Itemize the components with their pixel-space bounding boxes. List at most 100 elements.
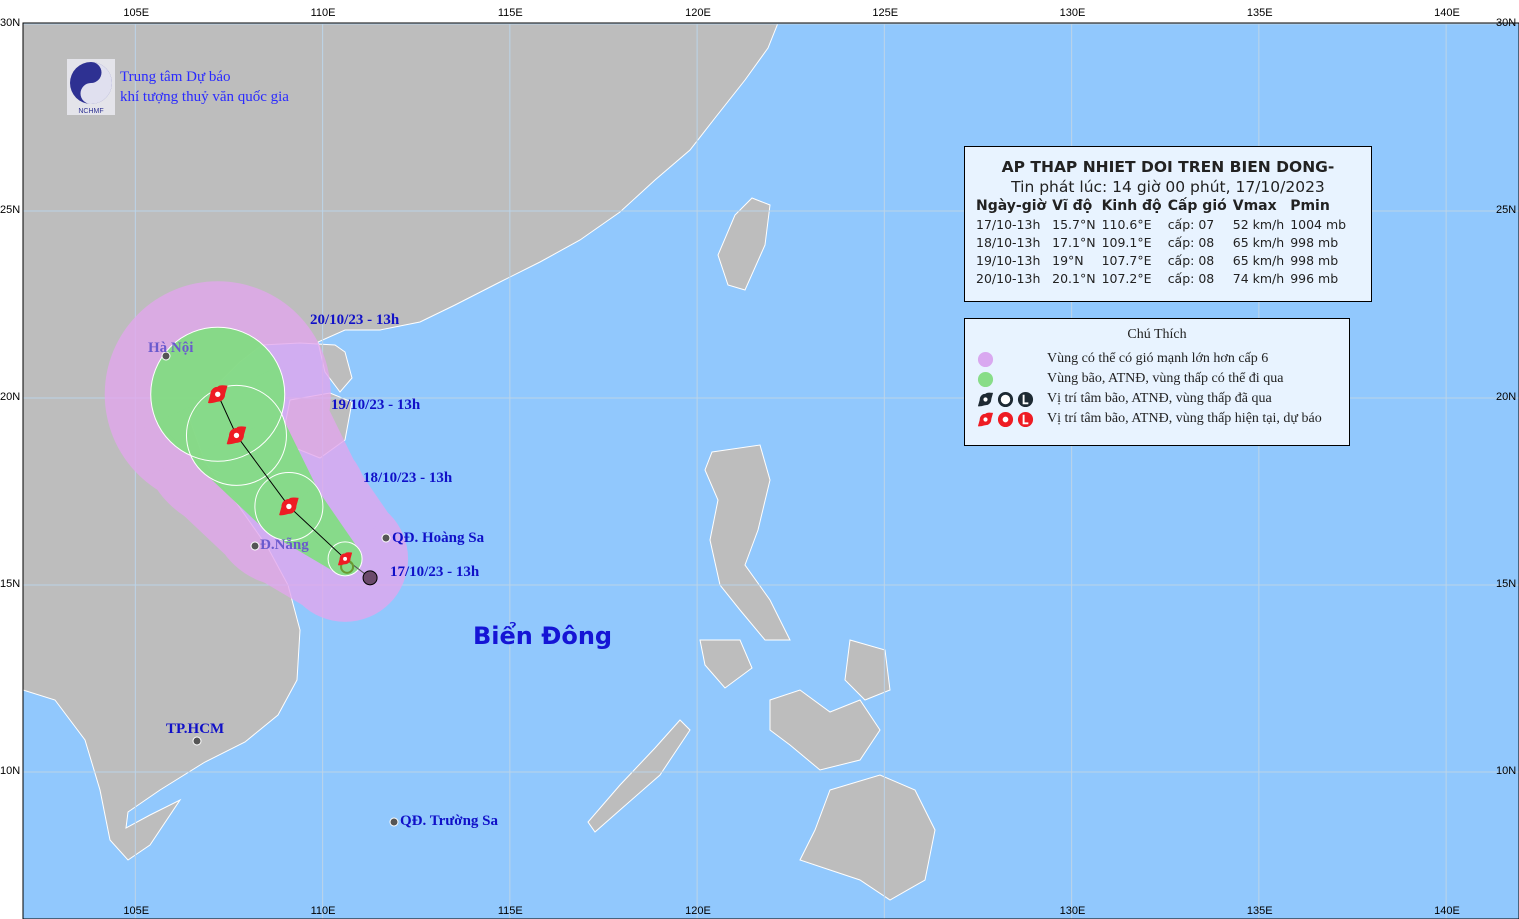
- legend-item-storm-zone: Vùng bão, ATNĐ, vùng thấp có thể đi qua: [977, 369, 1283, 389]
- left-tick-label: 20N: [0, 391, 21, 403]
- place-dot: [250, 541, 260, 551]
- table-row: 17/10-13h 15.7°N 110.6°E cấp: 07 52 km/h 1004…: [976, 216, 1352, 234]
- table-cell: cấp: 08: [1167, 235, 1215, 250]
- storm-info-panel: AP THAP NHIET DOI TREN BIEN DONG- Tin ph…: [964, 146, 1372, 302]
- bottom-tick-label: 140E: [1434, 905, 1460, 917]
- top-tick-label: 135E: [1246, 7, 1273, 19]
- mindanao-island: [799, 774, 936, 901]
- table-cell: 1004 mb: [1290, 217, 1347, 232]
- left-tick-label: 25N: [0, 204, 21, 216]
- table-row: 18/10-13h 17.1°N 109.1°E cấp: 08 65 km/h 998 …: [976, 234, 1352, 252]
- legend-text: Vùng bão, ATNĐ, vùng thấp có thể đi qua: [1047, 371, 1284, 386]
- table-row: 20/10-13h 20.1°N 107.2°E cấp: 08 74 km/h 996 …: [976, 270, 1352, 288]
- luzon-island: [704, 444, 791, 641]
- place-hanoi: Hà Nội: [148, 340, 194, 356]
- track-label-18: 18/10/23 - 13h: [363, 470, 453, 486]
- place-hcm: TP.HCM: [166, 721, 225, 737]
- legend-item-current: Vị trí tâm bão, ATNĐ, vùng thấp hiện tại…: [977, 409, 1322, 429]
- top-tick-label: 105E: [123, 7, 150, 19]
- bottom-tick-label: 115E: [497, 905, 523, 917]
- left-tick-label: 30N: [0, 17, 21, 29]
- table-cell: cấp: 08: [1167, 271, 1215, 286]
- right-tick-label: 25N: [1496, 204, 1517, 216]
- legend-item-danger-zone: Vùng có thể có gió mạnh lớn hơn cấp 6: [977, 349, 1268, 369]
- table-cell: 74 km/h: [1232, 271, 1285, 286]
- legend-panel: Chú Thích Vùng có thể có gió mạnh lớn hơ…: [964, 318, 1350, 446]
- table-cell: 19°N: [1052, 253, 1084, 268]
- place-dot: [381, 533, 391, 543]
- track-line: [217, 394, 346, 560]
- place-dot: [389, 817, 399, 827]
- forecast-storm-icon: [977, 411, 994, 428]
- right-tick-label: 30N: [1496, 17, 1517, 29]
- table-cell: 20/10-13h: [976, 271, 1041, 286]
- org-line-2: khí tượng thuỷ văn quốc gia: [120, 89, 289, 105]
- table-cell: 998 mb: [1290, 235, 1339, 250]
- bottom-tick-label: 135E: [1246, 905, 1273, 917]
- storm-path-zone-segment: [156, 366, 282, 457]
- table-cell: 15.7°N: [1052, 217, 1096, 232]
- org-line-1: Trung tâm Dự báo: [120, 69, 231, 85]
- top-tick-label: 120E: [685, 7, 711, 19]
- table-header: Ngày-giờ: [976, 198, 1047, 214]
- table-cell: 17/10-13h: [976, 217, 1041, 232]
- taiwan-island: [717, 197, 771, 291]
- place-dot: [161, 351, 171, 361]
- radius-circle: [327, 541, 363, 577]
- table-cell: 19/10-13h: [976, 253, 1041, 268]
- forecast-low-icon: [1017, 411, 1034, 427]
- top-tick-label: 115E: [497, 7, 523, 19]
- place-dot: [192, 736, 202, 746]
- table-cell: 998 mb: [1290, 253, 1339, 268]
- right-tick-label: 10N: [1496, 765, 1517, 777]
- table-cell: cấp: 08: [1167, 253, 1215, 268]
- table-header: Vmax: [1232, 198, 1277, 214]
- bottom-tick-label: 110E: [310, 905, 336, 917]
- radius-circle: [150, 326, 286, 462]
- palawan-island: [587, 719, 691, 833]
- table-cell: 65 km/h: [1232, 253, 1285, 268]
- bottom-tick-label: 130E: [1059, 905, 1086, 917]
- table-cell: 65 km/h: [1232, 235, 1285, 250]
- place-hoang-sa: QĐ. Hoàng Sa: [392, 530, 485, 546]
- table-cell: cấp: 07: [1167, 217, 1215, 232]
- bottom-tick-label: 120E: [685, 905, 711, 917]
- track-label-20: 20/10/23 - 13h: [310, 312, 400, 328]
- legend-text: Vị trí tâm bão, ATNĐ, vùng thấp đã qua: [1047, 391, 1272, 406]
- info-issued: Tin phát lúc: 14 giờ 00 phút, 17/10/2023: [1011, 178, 1325, 196]
- top-tick-label: 140E: [1434, 7, 1460, 19]
- past-depression-icon: [997, 391, 1014, 407]
- table-cell: 17.1°N: [1052, 235, 1096, 250]
- table-row: 19/10-13h 19°N 107.7°E cấp: 08 65 km/h 998 mb: [976, 252, 1352, 270]
- table-header: Pmin: [1290, 198, 1330, 214]
- sea-label: Biển Đông: [473, 622, 613, 650]
- table-cell: 109.1°E: [1101, 235, 1152, 250]
- legend-text: Vị trí tâm bão, ATNĐ, vùng thấp hiện tại…: [1047, 411, 1322, 426]
- logo-text: NCHMF: [78, 108, 103, 115]
- table-cell: 110.6°E: [1101, 217, 1152, 232]
- place-danang: Đ.Nẵng: [260, 537, 309, 553]
- table-header: Kinh độ: [1101, 198, 1162, 214]
- forecast-depression-icon: [997, 411, 1014, 427]
- forecast-table: Ngày-giờ Vĩ độ Kinh độ Cấp gió Vmax Pmin 17/1…: [976, 198, 1352, 288]
- track-label-19: 19/10/23 - 13h: [331, 397, 421, 413]
- storm-track: [161, 351, 399, 827]
- table-cell: 107.2°E: [1101, 271, 1152, 286]
- right-tick-label: 15N: [1496, 578, 1517, 590]
- left-tick-label: 15N: [0, 578, 21, 590]
- bottom-tick-label: 105E: [123, 905, 150, 917]
- table-cell: 20.1°N: [1052, 271, 1096, 286]
- track-label-17: 17/10/23 - 13h: [390, 564, 480, 580]
- right-tick-label: 20N: [1496, 391, 1517, 403]
- table-cell: 18/10-13h: [976, 235, 1041, 250]
- visayas-islands: [769, 689, 881, 771]
- place-truong-sa: QĐ. Trường Sa: [400, 813, 499, 829]
- top-tick-label: 130E: [1059, 7, 1086, 19]
- table-cell: 52 km/h: [1232, 217, 1285, 232]
- green-circle-icon: [977, 371, 994, 387]
- left-tick-label: 10N: [0, 765, 21, 777]
- organization-name: Trung tâm Dự báo khí tượng thuỷ văn quốc…: [120, 67, 289, 107]
- past-storm-icon: [977, 391, 994, 408]
- table-header: Cấp gió: [1167, 198, 1227, 214]
